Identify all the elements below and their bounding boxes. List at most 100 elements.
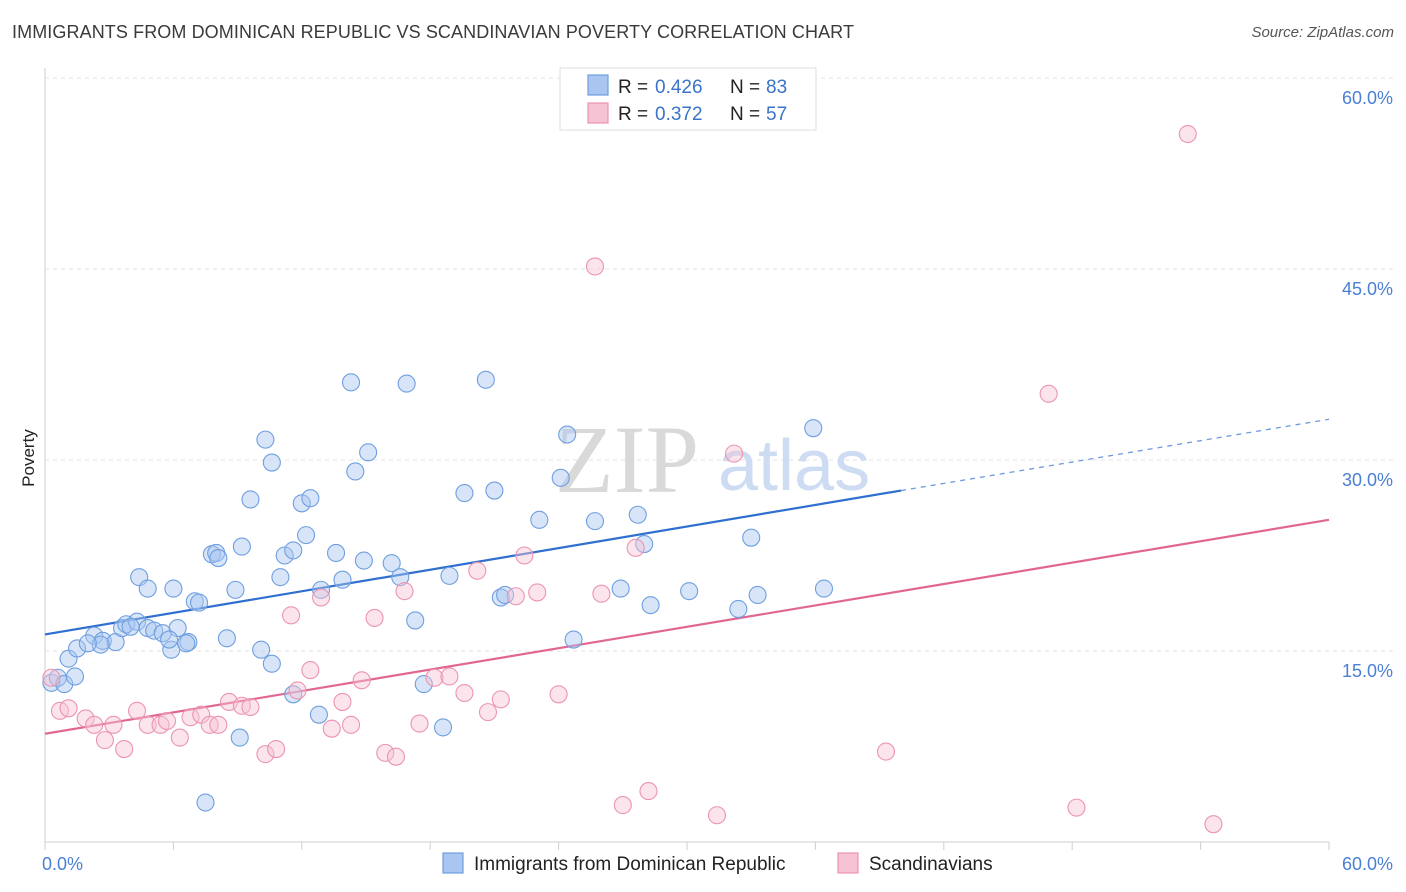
point-dominican xyxy=(297,526,316,545)
point-dominican xyxy=(551,468,570,487)
point-dominican xyxy=(804,419,823,438)
x-tick-label: 60.0% xyxy=(1342,854,1393,874)
series-legend: Immigrants from Dominican Republic Scand… xyxy=(442,852,993,875)
point-dominican xyxy=(160,630,179,649)
point-dominican xyxy=(121,617,140,636)
point-dominican xyxy=(275,546,294,565)
point-scandinavian xyxy=(585,257,605,276)
point-scandinavian xyxy=(365,608,384,627)
point-dominican xyxy=(262,453,281,472)
watermark-atlas: atlas xyxy=(718,426,870,506)
point-scandinavian xyxy=(288,681,307,700)
point-scandinavian xyxy=(282,606,301,625)
point-scandinavian xyxy=(1178,124,1197,144)
point-dominican xyxy=(230,728,249,747)
point-dominican xyxy=(611,579,630,598)
point-scandinavian xyxy=(613,796,632,815)
series-legend-swatch-blue xyxy=(442,852,464,874)
point-scandinavian xyxy=(138,715,157,734)
point-dominican xyxy=(226,580,245,599)
legend-r-label-pink: R = xyxy=(618,104,648,125)
point-scandinavian xyxy=(59,699,78,718)
point-scandinavian xyxy=(592,584,611,603)
axes xyxy=(44,68,1330,850)
legend-swatch-blue xyxy=(587,74,609,96)
y-tick-label: 60.0% xyxy=(1342,88,1393,108)
point-scandinavian xyxy=(157,711,177,731)
point-dominican xyxy=(301,489,320,508)
point-dominican xyxy=(414,675,433,694)
point-scandinavian xyxy=(209,715,228,734)
point-scandinavian xyxy=(440,667,459,686)
point-scandinavian xyxy=(876,742,896,761)
point-scandinavian xyxy=(425,668,444,687)
point-dominican xyxy=(326,543,346,563)
point-dominican xyxy=(564,630,583,649)
point-scandinavian xyxy=(333,692,352,711)
legend-n-label-blue: N = xyxy=(730,77,760,98)
trend-line-dominican xyxy=(44,489,902,636)
point-scandinavian xyxy=(468,561,487,580)
y-tick-label: 45.0% xyxy=(1342,279,1393,299)
point-dominican xyxy=(729,599,748,619)
point-scandinavian xyxy=(395,582,414,601)
watermark-zip: ZIP xyxy=(555,406,699,513)
legend-n-value-blue: 83 xyxy=(766,77,787,98)
point-dominican xyxy=(292,494,311,513)
point-scandinavian xyxy=(410,714,429,733)
point-dominican xyxy=(190,593,209,612)
point-scandinavian xyxy=(115,739,134,759)
legend-n-label-pink: N = xyxy=(730,104,760,125)
y-axis-label: Poverty xyxy=(19,429,38,487)
point-dominican xyxy=(241,490,260,509)
tick-labels: 15.0% 30.0% 45.0% 60.0% 0.0% 60.0% xyxy=(42,88,1393,874)
point-scandinavian xyxy=(455,683,474,703)
point-dominican xyxy=(814,579,834,598)
point-dominican xyxy=(256,430,275,449)
point-dominican xyxy=(359,443,378,462)
point-scandinavian xyxy=(626,538,645,557)
point-scandinavian xyxy=(95,731,114,750)
point-scandinavian xyxy=(1067,798,1086,817)
point-scandinavian xyxy=(256,745,275,764)
point-dominican xyxy=(397,374,416,393)
point-dominican xyxy=(333,570,352,589)
point-dominican xyxy=(530,510,549,529)
point-scandinavian xyxy=(639,782,658,801)
point-dominican xyxy=(91,635,110,654)
stats-legend: R = 0.426 N = 83 R = 0.372 N = 57 xyxy=(559,67,817,131)
point-dominican xyxy=(217,629,236,648)
point-scandinavian xyxy=(549,685,568,704)
legend-r-value-pink: 0.372 xyxy=(655,104,703,125)
point-dominican xyxy=(312,580,331,599)
point-scandinavian xyxy=(1039,384,1058,403)
point-dominican xyxy=(558,425,577,444)
point-dominican xyxy=(485,481,504,500)
point-scandinavian xyxy=(725,444,744,463)
point-scandinavian xyxy=(707,806,727,825)
point-dominican xyxy=(177,634,196,653)
point-dominican xyxy=(382,554,401,573)
data-points xyxy=(42,124,1223,834)
point-scandinavian xyxy=(386,747,406,766)
point-dominican xyxy=(680,582,699,601)
point-scandinavian xyxy=(267,739,286,759)
point-scandinavian xyxy=(506,587,525,606)
series-legend-label-pink: Scandinavians xyxy=(869,854,993,875)
watermark: ZIP atlas xyxy=(555,406,870,513)
source-label: Source: ZipAtlas.com xyxy=(1251,24,1394,41)
point-scandinavian xyxy=(127,701,147,720)
point-dominican xyxy=(433,718,453,737)
point-scandinavian xyxy=(322,719,341,738)
point-dominican xyxy=(641,596,660,615)
point-dominican xyxy=(209,548,228,568)
point-scandinavian xyxy=(352,671,371,690)
point-dominican xyxy=(284,541,303,560)
legend-swatch-pink xyxy=(587,102,609,124)
point-scandinavian xyxy=(85,715,104,734)
point-scandinavian xyxy=(341,715,361,734)
point-scandinavian xyxy=(241,697,260,717)
point-scandinavian xyxy=(478,703,498,722)
y-tick-label: 15.0% xyxy=(1342,661,1393,681)
point-scandinavian xyxy=(170,728,189,747)
